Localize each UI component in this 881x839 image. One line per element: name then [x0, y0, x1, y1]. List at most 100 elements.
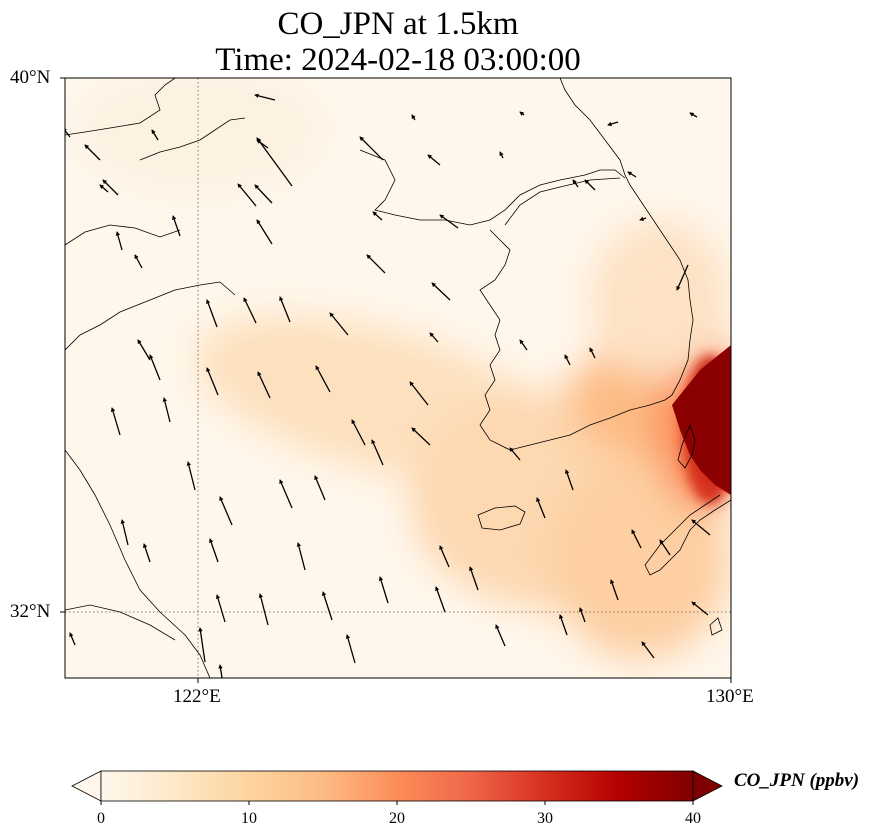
wind-arrow — [499, 151, 504, 159]
plume-bohai — [80, 78, 320, 190]
wind-arrow — [120, 519, 129, 546]
wind-arrow — [351, 419, 366, 446]
wind-arrow — [536, 497, 546, 519]
wind-arrow — [372, 211, 383, 221]
wind-arrow — [321, 591, 333, 621]
wind-arrow — [209, 538, 219, 563]
wind-arrow — [371, 439, 384, 466]
wind-arrow — [279, 479, 293, 509]
hotspot-core — [672, 345, 731, 495]
colorbar-title: CO_JPN (ppbv) — [734, 770, 860, 791]
coast-korea-peninsula — [479, 78, 694, 451]
wind-arrow — [627, 171, 637, 178]
wind-arrow — [115, 231, 123, 251]
wind-arrow — [257, 371, 271, 399]
wind-vectors — [65, 93, 711, 678]
wind-arrow — [659, 539, 671, 556]
wind-arrow — [137, 339, 151, 361]
wind-arrow — [519, 111, 525, 116]
wind-arrow — [256, 219, 273, 245]
coast-kyushu — [644, 494, 731, 576]
wind-arrow — [206, 367, 219, 396]
map-title: CO_JPN at 1.5km — [277, 6, 519, 42]
coastlines — [65, 78, 731, 678]
wind-arrow — [237, 183, 257, 207]
wind-arrow — [279, 296, 291, 323]
coast-kyushu-south — [709, 617, 723, 636]
lon-label-130E: 130°E — [706, 686, 754, 707]
wind-arrow — [218, 664, 223, 678]
wind-arrow — [102, 179, 119, 196]
wind-arrow — [572, 179, 579, 188]
wind-arrow — [254, 184, 273, 204]
wind-arrow — [256, 139, 269, 149]
wind-arrow — [99, 184, 109, 193]
wind-arrow — [314, 475, 326, 501]
wind-arrow — [149, 354, 161, 381]
coast-bohai-south — [139, 117, 246, 161]
wind-arrow — [607, 121, 619, 127]
wind-arrow — [559, 614, 568, 636]
wind-arrow — [254, 93, 276, 101]
wind-arrow — [162, 397, 171, 423]
wind-arrow — [65, 127, 71, 138]
lat-label-40N: 40°N — [10, 67, 51, 88]
wind-arrow — [427, 154, 441, 166]
wind-arrow — [584, 179, 596, 191]
wind-arrow — [579, 607, 586, 623]
wind-arrow — [589, 347, 596, 359]
wind-arrow — [639, 216, 647, 221]
cb-label-20: 20 — [389, 810, 405, 827]
wind-arrow — [411, 114, 416, 121]
wind-arrow — [256, 137, 293, 187]
wind-arrow — [431, 282, 451, 301]
wind-arrow — [359, 136, 384, 161]
cb-label-10: 10 — [241, 810, 257, 827]
wind-arrow — [509, 447, 521, 461]
map-frame — [64, 77, 732, 679]
lat-label-32N: 32°N — [10, 601, 51, 622]
coast-yangtze — [65, 604, 176, 641]
colorbar — [71, 770, 723, 805]
plume-korea-central — [590, 220, 730, 380]
wind-arrow — [641, 641, 655, 659]
wind-arrow — [243, 297, 257, 324]
wind-arrow — [219, 496, 233, 526]
wind-arrow — [69, 632, 76, 646]
coast-shandong-north — [65, 224, 181, 246]
gridlines — [65, 78, 731, 678]
wind-arrow — [84, 144, 101, 161]
coast-jiangsu — [65, 449, 211, 678]
map-subtitle: Time: 2024-02-18 03:00:00 — [215, 42, 581, 78]
cb-label-0: 0 — [97, 810, 105, 827]
wind-arrow — [519, 339, 528, 351]
concentration-field — [65, 78, 731, 678]
border-north-korea — [504, 177, 621, 226]
wind-arrow — [691, 601, 709, 616]
wind-arrow — [345, 634, 356, 664]
lon-label-122E: 122°E — [173, 686, 221, 707]
plume-east-china-sea — [550, 460, 730, 660]
wind-arrow — [378, 576, 389, 604]
wind-arrow — [329, 312, 349, 336]
colorbar-gradient — [101, 771, 693, 801]
wind-arrow — [429, 332, 439, 343]
cb-label-30: 30 — [537, 810, 553, 827]
cb-label-40: 40 — [685, 810, 701, 827]
wind-arrow — [296, 542, 306, 571]
wind-arrow — [565, 469, 574, 491]
coast-liaodong-west — [65, 78, 176, 136]
wind-arrow — [495, 624, 506, 647]
wind-arrow — [411, 427, 431, 446]
colorbar-extend-max — [692, 770, 723, 802]
wind-arrow — [143, 543, 151, 563]
wind-arrow — [676, 264, 689, 291]
wind-arrow — [469, 566, 479, 591]
wind-arrow — [134, 254, 143, 269]
coast-liaodong-korea-border — [359, 149, 626, 226]
wind-arrow — [206, 299, 218, 328]
wind-arrow — [631, 529, 642, 549]
wind-arrow — [439, 545, 450, 568]
wind-arrow — [689, 112, 698, 118]
